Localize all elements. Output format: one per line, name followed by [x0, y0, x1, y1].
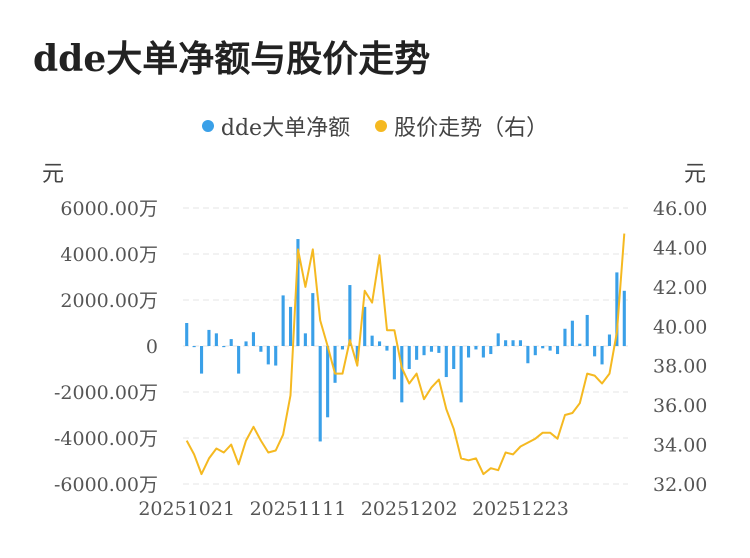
dde-bar	[348, 285, 352, 346]
x-tick-label: 20251202	[361, 498, 458, 520]
y-left-tick-label: 6000.00万	[60, 198, 158, 220]
legend-label-price: 股价走势（右）	[394, 116, 549, 141]
y-left-tick-label: -2000.00万	[54, 382, 158, 404]
dde-bar	[251, 332, 256, 346]
dde-bar	[615, 272, 619, 346]
dde-bar	[429, 346, 434, 352]
dde-bar	[622, 290, 626, 346]
dde-bar	[199, 346, 204, 374]
dde-bar	[585, 314, 589, 346]
dde-bar	[363, 306, 367, 346]
dde-bar	[474, 346, 478, 350]
dde-bar	[496, 333, 500, 346]
y-left-tick-label: 0	[146, 336, 158, 358]
dde-bar	[207, 329, 211, 346]
dde-bar	[222, 346, 226, 348]
dde-bar	[444, 346, 448, 378]
dde-bar	[563, 328, 567, 346]
dde-bar	[452, 346, 456, 369]
x-tick-label: 20251021	[138, 498, 235, 520]
dde-bar	[326, 346, 330, 418]
dde-bar	[229, 339, 233, 346]
dde-bar	[489, 346, 493, 355]
dde-bar	[548, 346, 552, 351]
y-right-tick-label: 44.00	[653, 237, 707, 259]
y-left-tick-label: -4000.00万	[54, 428, 158, 450]
dde-bar	[481, 346, 485, 358]
dde-bar	[340, 346, 345, 350]
dde-bar	[392, 346, 396, 380]
dde-bar	[333, 346, 337, 383]
dde-bar	[600, 346, 604, 365]
dde-bar	[385, 346, 389, 351]
y-right-tick-label: 36.00	[653, 395, 707, 417]
y-right-tick-label: 46.00	[653, 198, 707, 220]
dde-bar	[266, 346, 270, 365]
dde-bar	[511, 340, 515, 346]
legend-item-dde[interactable]: dde大单净额	[201, 110, 351, 142]
chart-title: dde大单净额与股价走势	[33, 38, 431, 80]
y-left-tick-label: -6000.00万	[54, 474, 158, 496]
legend-dot-dde	[201, 120, 214, 132]
dde-bar	[578, 343, 582, 346]
dde-bar	[355, 346, 359, 361]
x-tick-label: 20251111	[250, 498, 347, 520]
dde-bar	[311, 293, 315, 346]
dde-bar	[259, 346, 263, 352]
dde-bar	[607, 334, 612, 346]
dde-bar	[370, 335, 374, 346]
dde-bar	[570, 320, 574, 346]
y-right-tick-label: 40.00	[653, 316, 707, 338]
dde-bar	[296, 239, 300, 346]
dde-bar	[400, 346, 404, 403]
dde-bar	[192, 346, 196, 348]
y-left-tick-label: 4000.00万	[60, 244, 158, 266]
dde-bar	[459, 346, 463, 403]
dde-bar	[274, 346, 278, 366]
dde-bar	[415, 346, 419, 360]
legend: dde大单净额 股价走势（右）	[0, 110, 750, 142]
legend-item-price[interactable]: 股价走势（右）	[375, 110, 548, 142]
y-right-tick-label: 42.00	[653, 277, 707, 299]
y-right-tick-label: 32.00	[653, 474, 707, 496]
dde-bar	[541, 346, 545, 349]
right-axis-unit: 元	[684, 162, 707, 187]
price-line	[185, 233, 626, 476]
dde-bar	[407, 346, 411, 369]
dde-bar	[466, 346, 471, 358]
dde-bar	[593, 346, 597, 357]
dde-bar	[318, 346, 322, 442]
dde-bar	[244, 341, 248, 346]
y-right-tick-label: 34.00	[653, 435, 707, 457]
dde-bar	[437, 346, 441, 353]
dde-bar	[533, 346, 537, 356]
dde-bar	[303, 333, 307, 346]
y-left-tick-label: 2000.00万	[60, 290, 158, 312]
dde-bar	[185, 323, 189, 346]
legend-dot-price	[375, 120, 388, 132]
dde-bar	[214, 333, 218, 346]
dde-bar	[281, 295, 285, 346]
dde-bar	[518, 340, 523, 346]
dde-bar	[288, 306, 293, 346]
dde-bar	[237, 346, 241, 374]
dde-bar	[555, 346, 560, 355]
legend-label-dde: dde大单净额	[220, 116, 351, 141]
y-right-tick-label: 38.00	[653, 356, 707, 378]
dde-bar	[422, 346, 426, 356]
left-axis-unit: 元	[42, 162, 65, 187]
dde-bar	[377, 341, 382, 346]
dde-bar	[504, 340, 508, 346]
dde-bar	[526, 346, 530, 364]
x-tick-label: 20251223	[472, 498, 569, 520]
